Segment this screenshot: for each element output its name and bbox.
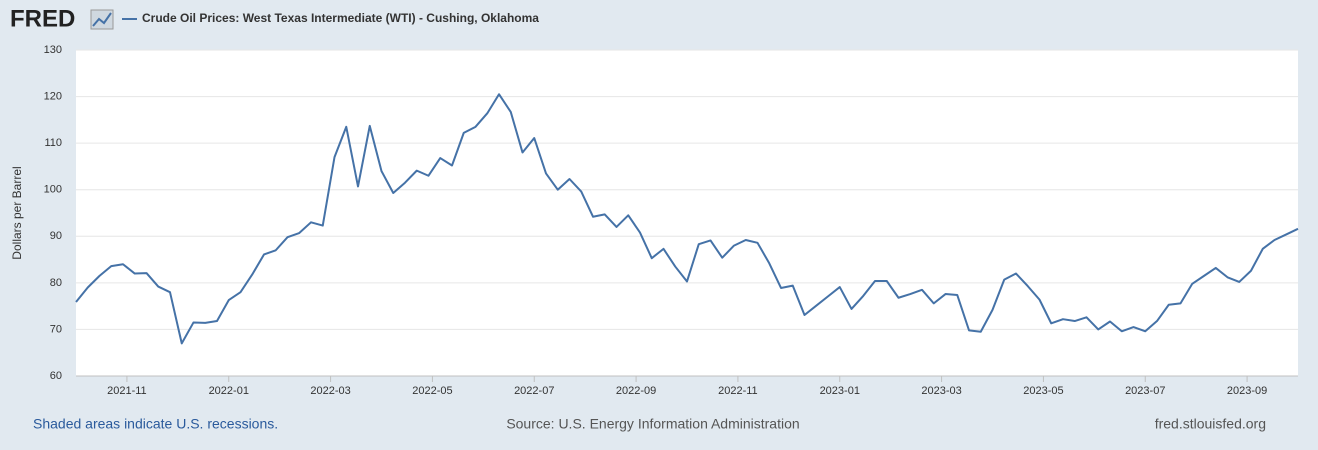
x-tick-label: 2023-01 — [820, 385, 860, 397]
logo-icon — [90, 9, 114, 30]
x-tick-label: 2022-05 — [412, 385, 452, 397]
x-tick-label: 2023-03 — [921, 385, 961, 397]
site-link[interactable]: fred.stlouisfed.org — [1155, 416, 1266, 432]
y-tick-label: 60 — [50, 370, 62, 382]
x-tick-label: 2022-11 — [718, 385, 758, 397]
y-tick-label: 70 — [50, 323, 62, 335]
y-tick-label: 110 — [44, 137, 62, 149]
x-tick-label: 2022-01 — [209, 385, 249, 397]
y-axis-label: Dollars per Barrel — [10, 166, 24, 259]
x-tick-label: 2023-09 — [1227, 385, 1267, 397]
y-tick-label: 120 — [44, 90, 62, 102]
plot-area — [76, 50, 1298, 376]
x-tick-label: 2023-05 — [1023, 385, 1063, 397]
recession-note[interactable]: Shaded areas indicate U.S. recessions. — [33, 416, 278, 432]
x-tick-label: 2022-07 — [514, 385, 554, 397]
y-tick-label: 100 — [44, 184, 62, 196]
x-tick-label: 2023-07 — [1125, 385, 1165, 397]
line-series — [75, 93, 1299, 345]
y-tick-label: 80 — [50, 277, 62, 289]
source: Source: U.S. Energy Information Administ… — [506, 416, 799, 432]
y-tick-label: 90 — [50, 230, 62, 242]
y-tick-label: 130 — [44, 44, 62, 56]
x-tick-label: 2021-11 — [107, 385, 147, 397]
x-tick-label: 2022-03 — [310, 385, 350, 397]
legend-label[interactable]: Crude Oil Prices: West Texas Intermediat… — [142, 11, 539, 25]
x-tick-label: 2022-09 — [616, 385, 656, 397]
logo[interactable]: FRED — [10, 5, 75, 32]
